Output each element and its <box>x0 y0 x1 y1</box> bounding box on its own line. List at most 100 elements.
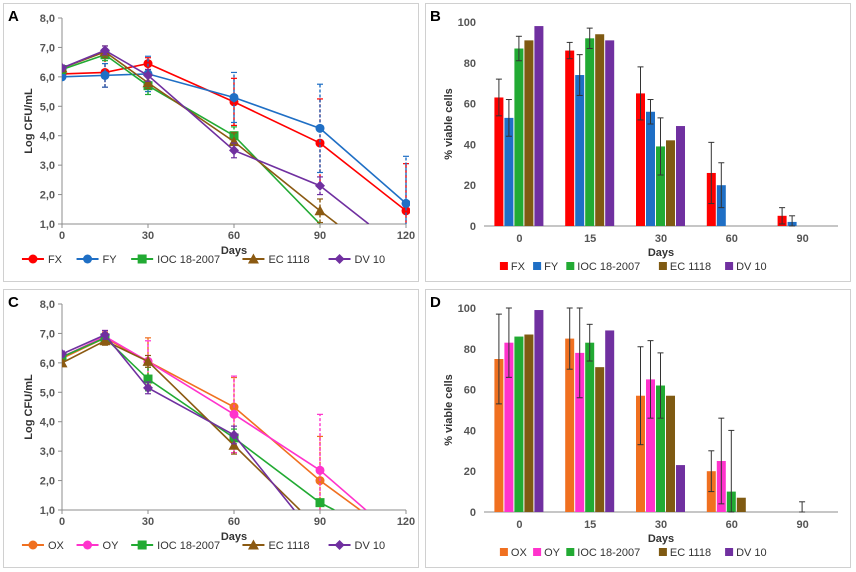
data-point <box>401 198 410 208</box>
y-tick-label: 3,0 <box>40 446 55 458</box>
legend-marker <box>247 539 259 550</box>
y-tick-label: 0 <box>470 221 476 233</box>
bar <box>595 34 605 227</box>
legend-label: DV 10 <box>736 547 767 559</box>
legend-label: DV 10 <box>736 261 767 273</box>
x-tick-label: 0 <box>59 516 65 528</box>
legend-label: FX <box>48 254 63 266</box>
y-axis-label: Log CFU/mL <box>23 374 35 440</box>
series-line <box>62 333 295 510</box>
bar <box>494 359 504 512</box>
legend-label: FY <box>544 261 559 273</box>
y-tick-label: 80 <box>464 58 476 70</box>
y-tick-label: 40 <box>464 139 476 151</box>
y-tick-label: 60 <box>464 385 476 397</box>
legend-label: FX <box>511 261 526 273</box>
series-line <box>62 336 335 510</box>
legend-label: EC 1118 <box>670 261 711 273</box>
y-tick-label: 100 <box>458 17 476 29</box>
legend-marker <box>334 540 345 550</box>
y-tick-label: 1,0 <box>40 219 55 231</box>
data-point <box>401 206 410 216</box>
bar <box>646 111 655 226</box>
bar <box>605 330 615 512</box>
panel-letter: D <box>430 294 441 311</box>
y-tick-label: 6,0 <box>40 72 55 84</box>
x-tick-label: 15 <box>584 233 596 245</box>
legend-marker <box>137 540 147 550</box>
y-tick-label: 6,0 <box>40 358 55 370</box>
y-tick-label: 3,0 <box>40 160 55 172</box>
y-tick-label: 4,0 <box>40 131 55 143</box>
data-point <box>143 374 153 384</box>
y-tick-label: 1,0 <box>40 505 55 517</box>
y-tick-label: 2,0 <box>40 190 55 202</box>
legend-swatch <box>658 548 667 556</box>
series-line <box>62 62 407 212</box>
series-group <box>62 329 367 510</box>
bar-chart-d: 0 20 40 60 80 100 0 15 30 60 90 Days % viable cells O… <box>443 303 838 559</box>
panel-letter: C <box>8 294 19 311</box>
panel-d: D 0 20 40 60 80 100 0 15 30 60 90 Days % viable cell… <box>425 289 851 568</box>
legend-swatch <box>533 262 542 270</box>
data-point <box>229 131 239 141</box>
data-point <box>100 70 110 80</box>
x-axis-label: Days <box>648 247 674 259</box>
legend-swatch <box>725 548 734 556</box>
line-chart-c: 1,0 2,0 3,0 4,0 5,0 6,0 7,0 8,0 0 30 60 90 120 Days Lo… <box>21 299 415 552</box>
legend-swatch <box>566 262 575 270</box>
data-point <box>229 92 239 102</box>
legend-label: FY <box>103 254 118 266</box>
legend-label: IOC 18-2007 <box>157 254 220 266</box>
y-tick-label: 80 <box>464 344 476 356</box>
legend-marker <box>137 254 147 264</box>
bar <box>524 334 534 512</box>
legend-label: OX <box>511 547 528 559</box>
legend-marker <box>247 253 259 264</box>
bar <box>585 38 595 226</box>
y-axis-label: % viable cells <box>443 374 455 446</box>
legend-marker <box>83 540 93 550</box>
legend-label: EC 1118 <box>268 540 309 552</box>
x-tick-label: 90 <box>796 233 808 245</box>
legend-label: EC 1118 <box>268 254 309 266</box>
x-tick-label: 60 <box>726 233 738 245</box>
legend-marker <box>334 254 345 264</box>
y-tick-label: 0 <box>470 507 476 519</box>
y-tick-label: 7,0 <box>40 42 55 54</box>
x-tick-label: 0 <box>59 230 65 242</box>
series-line <box>62 53 321 224</box>
bar <box>494 97 504 226</box>
data-point <box>315 138 325 148</box>
bar <box>585 342 595 512</box>
x-tick-label: 60 <box>726 519 738 531</box>
y-tick-label: 60 <box>464 99 476 111</box>
bar <box>656 385 665 512</box>
series-line <box>62 335 367 510</box>
panel-letter: B <box>430 8 441 25</box>
bar <box>666 140 675 226</box>
data-point <box>100 329 110 340</box>
data-point <box>315 180 325 191</box>
y-axis-label: Log CFU/mL <box>23 88 35 154</box>
panel-letter: A <box>8 8 19 25</box>
data-point <box>62 349 67 360</box>
bar <box>504 117 514 226</box>
bar <box>575 75 585 226</box>
x-tick-label: 30 <box>655 233 667 245</box>
y-axis-label: % viable cells <box>443 88 455 160</box>
data-point <box>315 123 325 133</box>
x-axis-label: Days <box>221 245 247 257</box>
legend-label: DV 10 <box>355 540 386 552</box>
series-line <box>62 73 407 205</box>
legend-swatch <box>499 262 508 270</box>
bar <box>605 40 615 226</box>
line-chart-a: 1,0 2,0 3,0 4,0 5,0 6,0 7,0 8,0 0 30 60 90 120 Days Lo… <box>21 13 415 266</box>
data-point <box>143 70 153 81</box>
data-point <box>62 357 68 368</box>
x-tick-label: 0 <box>516 519 522 531</box>
data-point <box>143 382 153 393</box>
data-point <box>142 355 154 366</box>
x-tick-label: 0 <box>516 233 522 245</box>
data-point <box>142 77 154 88</box>
